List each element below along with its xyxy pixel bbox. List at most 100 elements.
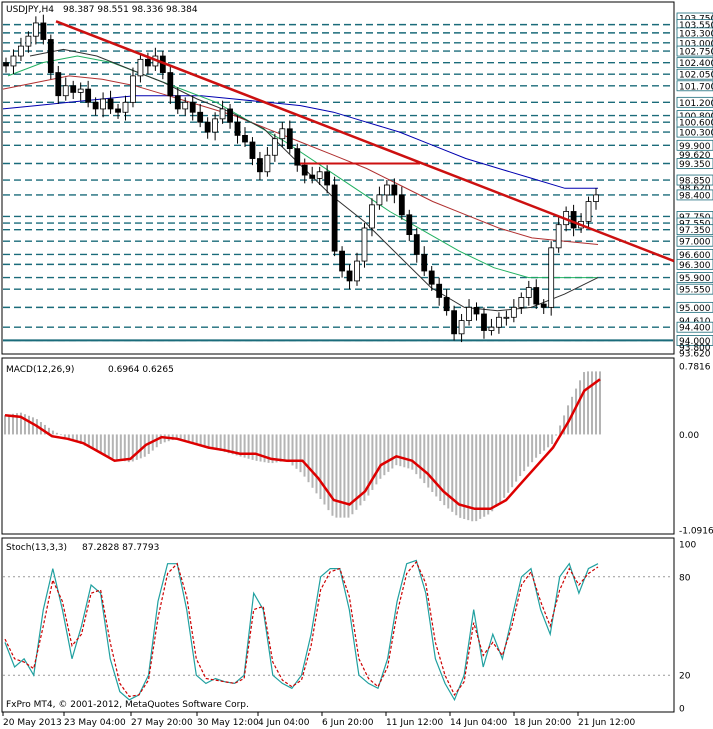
price-pane — [1, 1, 675, 355]
candle-body — [316, 171, 323, 179]
candle-body — [510, 306, 517, 318]
price-axis-label: 102.400 — [679, 59, 713, 69]
candle-body — [279, 128, 286, 140]
candle-body — [301, 164, 308, 176]
macd-signal-line — [4, 378, 601, 511]
macd-axis-label: 0.7816 — [679, 363, 711, 373]
price-axis-label: 100.600 — [679, 119, 713, 129]
price-label-box — [676, 189, 713, 201]
price-label-box — [676, 57, 713, 69]
price-axis-label: 95.900 — [679, 274, 711, 284]
price-axis-label: 101.700 — [679, 82, 713, 92]
price-label-box — [676, 139, 713, 151]
x-axis-label: 11 Jun 12:00 — [386, 718, 443, 728]
price-axis-label: 99.350 — [679, 160, 711, 170]
candle-body — [3, 62, 9, 67]
candle-body — [242, 134, 248, 143]
x-axis-label: 18 Jun 20:00 — [514, 718, 571, 728]
candle-body — [413, 234, 420, 255]
candle-body — [398, 194, 405, 216]
candle-body — [264, 154, 271, 173]
candle-body — [331, 184, 338, 252]
candle-body — [174, 95, 181, 110]
candle-body — [47, 39, 54, 73]
stoch-axis-label: 80 — [679, 573, 691, 583]
price-label-box — [676, 158, 713, 169]
candle-body — [361, 227, 368, 262]
candle-body — [406, 214, 413, 236]
candle-body — [62, 85, 69, 97]
candle-body — [458, 320, 465, 335]
candle-body — [570, 211, 577, 229]
candle-body — [585, 201, 592, 222]
candle-body — [144, 58, 151, 67]
stoch-readout: 87.2828 87.7793 — [82, 543, 159, 553]
price-label-box — [676, 258, 713, 270]
price-axis-label: 98.400 — [679, 191, 711, 201]
price-label-box — [676, 224, 713, 236]
price-label-box — [676, 68, 713, 80]
price-title: USDJPY,H4 — [6, 5, 54, 15]
price-ohlc-readout: 98.387 98.551 98.336 98.384 — [63, 5, 198, 15]
candle-body — [55, 72, 62, 97]
price-axis-label: 94.400 — [679, 324, 711, 334]
stoch-pane — [1, 537, 675, 713]
x-axis-label: 4 Jun 04:00 — [258, 718, 310, 728]
stoch-axis-label: 0 — [679, 705, 685, 715]
price-axis-label: 99.620 — [679, 151, 711, 161]
candle-body — [85, 88, 92, 103]
price-axis-label: 102.050 — [679, 71, 713, 81]
candle-body — [40, 22, 47, 40]
candle-body — [436, 283, 443, 298]
price-label-box — [676, 45, 713, 57]
candle-body — [32, 22, 39, 37]
candle-body — [503, 316, 510, 319]
candle-body — [525, 287, 532, 298]
candle-body — [115, 108, 121, 113]
price-label-box — [676, 235, 713, 247]
price-label-box — [676, 335, 713, 346]
candle-body — [234, 121, 241, 136]
moving-average-line — [7, 55, 598, 279]
price-label-box — [676, 96, 713, 108]
price-axis-label: 97.350 — [679, 226, 711, 236]
price-axis-label: 98.850 — [679, 177, 711, 187]
price-axis-label: 101.200 — [679, 99, 713, 109]
candle-body — [271, 138, 278, 156]
price-axis-label: 103.000 — [679, 39, 713, 49]
candle-body — [428, 270, 435, 285]
price-axis-label: 93.800 — [679, 344, 711, 354]
candle-body — [466, 306, 472, 321]
price-label-box — [676, 272, 713, 284]
stoch-signal-line — [4, 560, 599, 698]
candle-body — [10, 55, 17, 67]
price-axis-label: 96.300 — [679, 261, 711, 271]
candle-body — [92, 101, 99, 110]
candle-body — [518, 297, 525, 308]
stoch-title: Stoch(13,3,3) — [6, 543, 67, 553]
price-label-box — [676, 126, 713, 138]
candle-body — [421, 254, 428, 272]
x-axis-label: 14 Jun 04:00 — [450, 718, 507, 728]
candle-body — [18, 45, 24, 57]
candle-body — [548, 247, 555, 308]
candle-body — [488, 326, 495, 331]
macd-axis-label: 0.00 — [679, 431, 699, 441]
candle-body — [443, 297, 450, 312]
candle-body — [294, 148, 301, 166]
price-label-box — [676, 283, 713, 295]
x-axis-label: 21 Jun 12:00 — [578, 718, 635, 728]
candle-body — [473, 306, 480, 315]
candle-body — [167, 72, 174, 97]
candle-body — [197, 111, 204, 123]
candle-body — [107, 98, 114, 110]
candle-body — [189, 101, 196, 113]
candle-body — [451, 310, 458, 335]
candle-body — [324, 171, 331, 186]
price-label-box — [676, 321, 713, 333]
candle-body — [249, 141, 256, 159]
candle-body — [593, 194, 599, 202]
price-axis-label: 94.610 — [679, 317, 711, 327]
candle-body — [481, 313, 487, 331]
